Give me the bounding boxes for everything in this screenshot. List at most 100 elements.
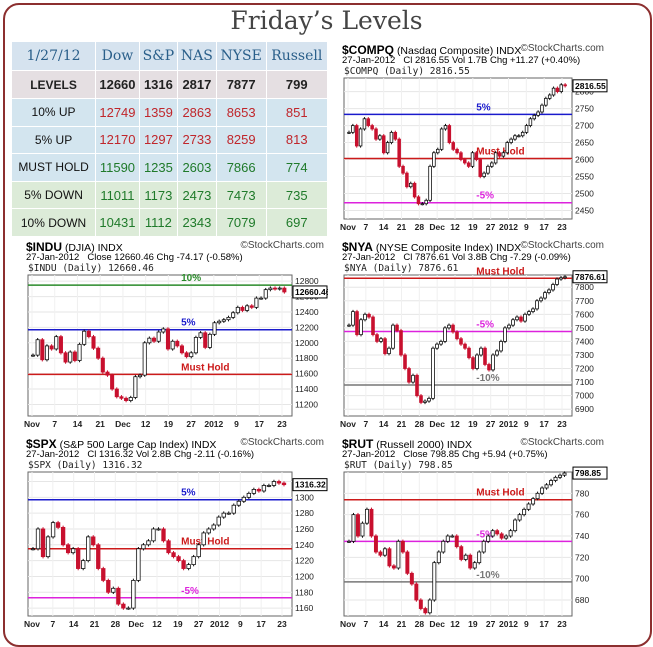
- stockcharts-brand: ©StockCharts.com: [520, 240, 604, 251]
- levels-table-header: 1/27/12 Dow S&P NAS NYSE Russell: [10, 40, 329, 72]
- price-bar-body: [519, 316, 523, 322]
- price-bar-body: [110, 374, 115, 390]
- x-tick-label: 27: [486, 619, 496, 629]
- price-bar-body: [366, 118, 371, 126]
- price-bar-body: [409, 182, 413, 188]
- x-tick-label: 17: [256, 619, 266, 629]
- price-bar-body: [226, 512, 231, 515]
- x-tick-label: 2012: [499, 619, 518, 629]
- price-bar-body: [186, 564, 191, 569]
- price-bar-body: [166, 540, 171, 554]
- level-label: Must Hold: [476, 488, 524, 499]
- price-bar-body: [520, 131, 525, 137]
- chart-date: 27-Jan-2012: [342, 252, 396, 263]
- price-bar-body: [431, 347, 435, 399]
- price-bar-body: [393, 131, 398, 140]
- price-bar-body: [254, 297, 259, 308]
- chart-title: $RUT (Russell 2000) INDX: [342, 437, 472, 451]
- level-value: 12660: [95, 70, 140, 99]
- price-bar-body: [411, 374, 415, 383]
- y-tick-label: 7800: [575, 282, 594, 292]
- chart-quote: Cl 7876.61 Vol 3.8B Chg -7.29 (-0.09%): [403, 252, 571, 263]
- x-tick-label: Nov: [340, 619, 356, 629]
- price-bar-body: [119, 396, 124, 399]
- price-bar-body: [40, 339, 45, 361]
- price-bar-body: [359, 319, 363, 336]
- level-label: 5%: [181, 318, 196, 329]
- stockcharts-brand: ©StockCharts.com: [520, 43, 604, 54]
- level-value: 1316: [138, 70, 179, 99]
- price-bar-body: [266, 485, 272, 487]
- chart-quote-line: 27-Jan-2012 Cl 2816.55 Vol 1.7B Chg +11.2…: [342, 55, 580, 66]
- price-bar-body: [547, 289, 551, 294]
- last-price-box: [292, 478, 328, 492]
- price-bar-body: [282, 287, 287, 293]
- price-bar-body: [511, 319, 515, 326]
- chart-name: (S&P 500 Large Cap Index): [59, 439, 189, 451]
- price-bar-body: [44, 345, 49, 361]
- level-value: 2343: [177, 208, 217, 237]
- level-value: 12170: [95, 125, 140, 155]
- level-value: 2603: [177, 153, 217, 182]
- price-bar-body: [256, 489, 262, 492]
- y-tick-label: 1200: [295, 571, 314, 581]
- price-bar-body: [165, 328, 171, 350]
- price-bar-body: [246, 492, 251, 498]
- chart-name: (DJIA): [64, 242, 95, 254]
- chart-name: (Russell 2000): [376, 439, 444, 451]
- price-bar-body: [559, 277, 563, 280]
- price-bar-body: [526, 503, 531, 510]
- levels-table-row: MUST HOLD 11590 1235 2603 7866 774: [10, 153, 329, 182]
- price-bar-body: [91, 536, 96, 546]
- price-bar-body: [354, 125, 359, 147]
- x-tick-label: 21: [397, 419, 407, 429]
- y-tick-label: 6900: [575, 404, 594, 414]
- row-label: MUST HOLD: [10, 153, 97, 182]
- price-bar-body: [471, 357, 475, 369]
- x-tick-label: 14: [73, 419, 83, 429]
- header-dow: Dow: [95, 40, 140, 72]
- y-tick-label: 2550: [575, 172, 594, 182]
- price-bar-body: [49, 345, 54, 350]
- chart-title: $SPX (S&P 500 Large Cap Index) INDX: [26, 437, 216, 451]
- price-bar-body: [128, 397, 133, 401]
- level-value: 2863: [177, 97, 217, 127]
- price-bar-body: [63, 352, 68, 363]
- price-bar-body: [383, 338, 387, 355]
- price-bar-body: [551, 87, 556, 96]
- x-tick-label: 27: [486, 222, 496, 232]
- price-bar-body: [189, 352, 194, 358]
- price-bar-body: [259, 297, 264, 300]
- level-value: 2473: [177, 180, 217, 210]
- price-bar-body: [364, 508, 369, 524]
- price-bar-body: [399, 330, 403, 356]
- price-bar-body: [276, 481, 282, 484]
- price-bar-body: [535, 300, 539, 310]
- price-bar-body: [420, 203, 425, 206]
- price-bar-body: [432, 152, 436, 167]
- x-tick-label: 27: [194, 619, 204, 629]
- x-tick-label: 23: [557, 619, 567, 629]
- chart-name: (NYSE Composite Index): [375, 242, 494, 254]
- y-tick-label: 740: [575, 531, 589, 541]
- x-tick-label: 12: [152, 619, 162, 629]
- price-bar-body: [375, 334, 379, 342]
- price-bar-body: [432, 562, 437, 601]
- y-tick-label: 7200: [575, 364, 594, 374]
- price-bar-body: [100, 357, 105, 373]
- price-bar-body: [156, 331, 161, 342]
- x-tick-label: Dec: [429, 619, 445, 629]
- x-tick-label: 12: [450, 222, 460, 232]
- price-bar-body: [138, 374, 143, 378]
- price-bar-body: [459, 152, 463, 160]
- price-bar-body: [81, 560, 86, 569]
- price-bar-body: [505, 142, 509, 154]
- level-value: 2733: [177, 125, 217, 155]
- chart-svg: 6900 7000 7100 7200 7300 7400 7500 7600 7700 7800…: [340, 266, 608, 429]
- chart-quote-line: 27-Jan-2012 Close 798.85 Chg +5.94 (+0.75…: [342, 449, 548, 460]
- row-label: LEVELS: [10, 70, 97, 99]
- price-bar-body: [441, 540, 446, 553]
- stockcharts-brand: ©StockCharts.com: [240, 240, 324, 251]
- price-bar-body: [504, 535, 509, 539]
- chart-exchange: INDX: [446, 439, 472, 451]
